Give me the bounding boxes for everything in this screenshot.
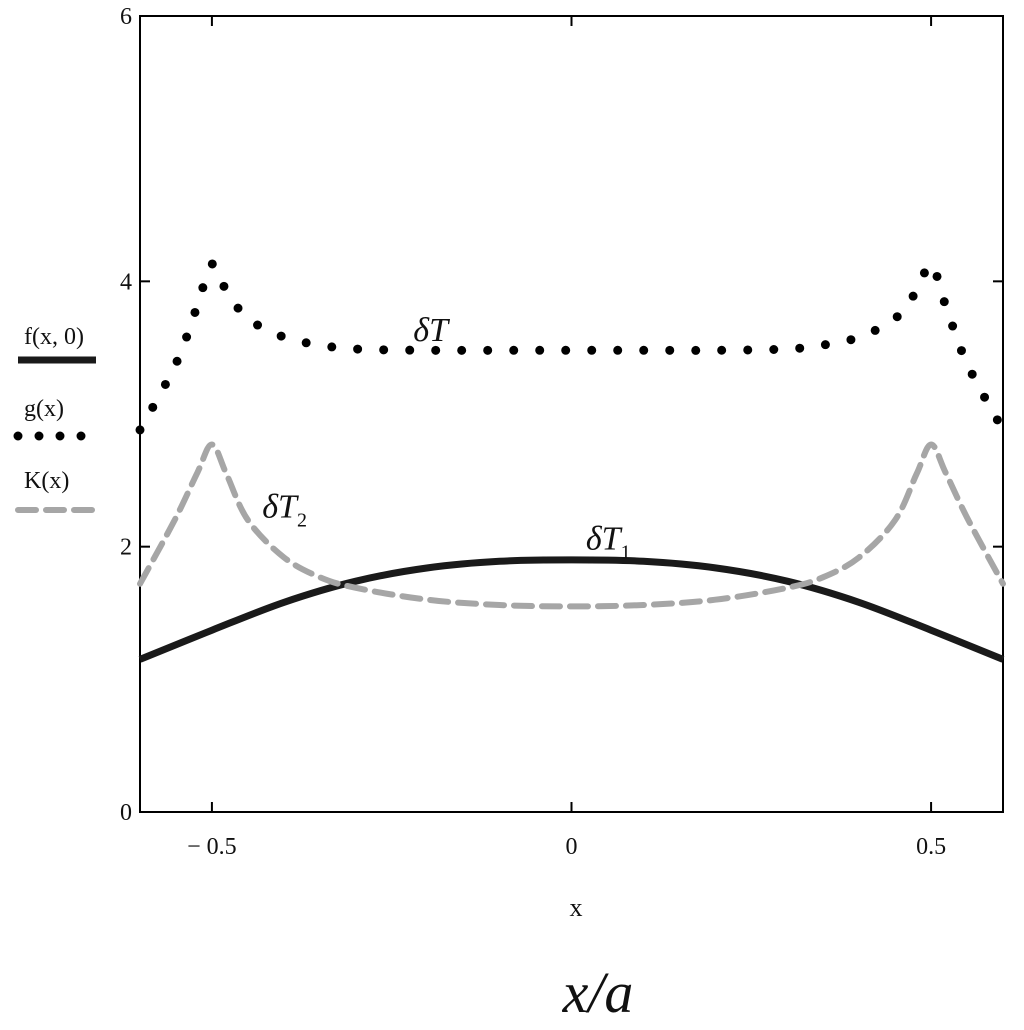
plot-frame <box>139 15 1004 813</box>
x-tick-label: − 0.5 <box>187 834 237 860</box>
y-tick-label: 2 <box>120 535 132 561</box>
series-line-k <box>137 441 1006 610</box>
legend-label: f(x, 0) <box>24 324 84 350</box>
annotation-label: δT <box>413 312 450 349</box>
x-axis-label: x <box>570 893 583 922</box>
x-tick-label: 0 <box>566 834 578 860</box>
series-line-f <box>138 556 1005 663</box>
series-lines <box>135 259 1008 663</box>
y-tick-label: 4 <box>120 269 132 295</box>
plot-area-border <box>139 15 1004 813</box>
annotation-text: δT <box>586 520 623 557</box>
series-line-g <box>135 259 1008 435</box>
axis-ticks: 0 2 4 6 − 0.5 0 0.5 <box>120 4 1003 860</box>
annotation-subscript: 1 <box>621 541 631 563</box>
y-tick-label: 0 <box>120 800 132 826</box>
annotation-label: δT1 <box>586 520 631 563</box>
x-axis-label-normalized: x/a <box>562 960 634 1025</box>
legend: f(x, 0) g(x) K(x) <box>13 324 101 513</box>
annotation-text: δT <box>262 488 299 525</box>
x-tick-label: 0.5 <box>916 834 946 860</box>
legend-label: K(x) <box>24 468 69 494</box>
annotation-text: δT <box>413 312 450 349</box>
annotation-subscript: 2 <box>297 509 307 531</box>
legend-label: g(x) <box>24 396 64 422</box>
y-tick-label: 6 <box>120 4 132 30</box>
annotation-label: δT2 <box>262 488 307 531</box>
